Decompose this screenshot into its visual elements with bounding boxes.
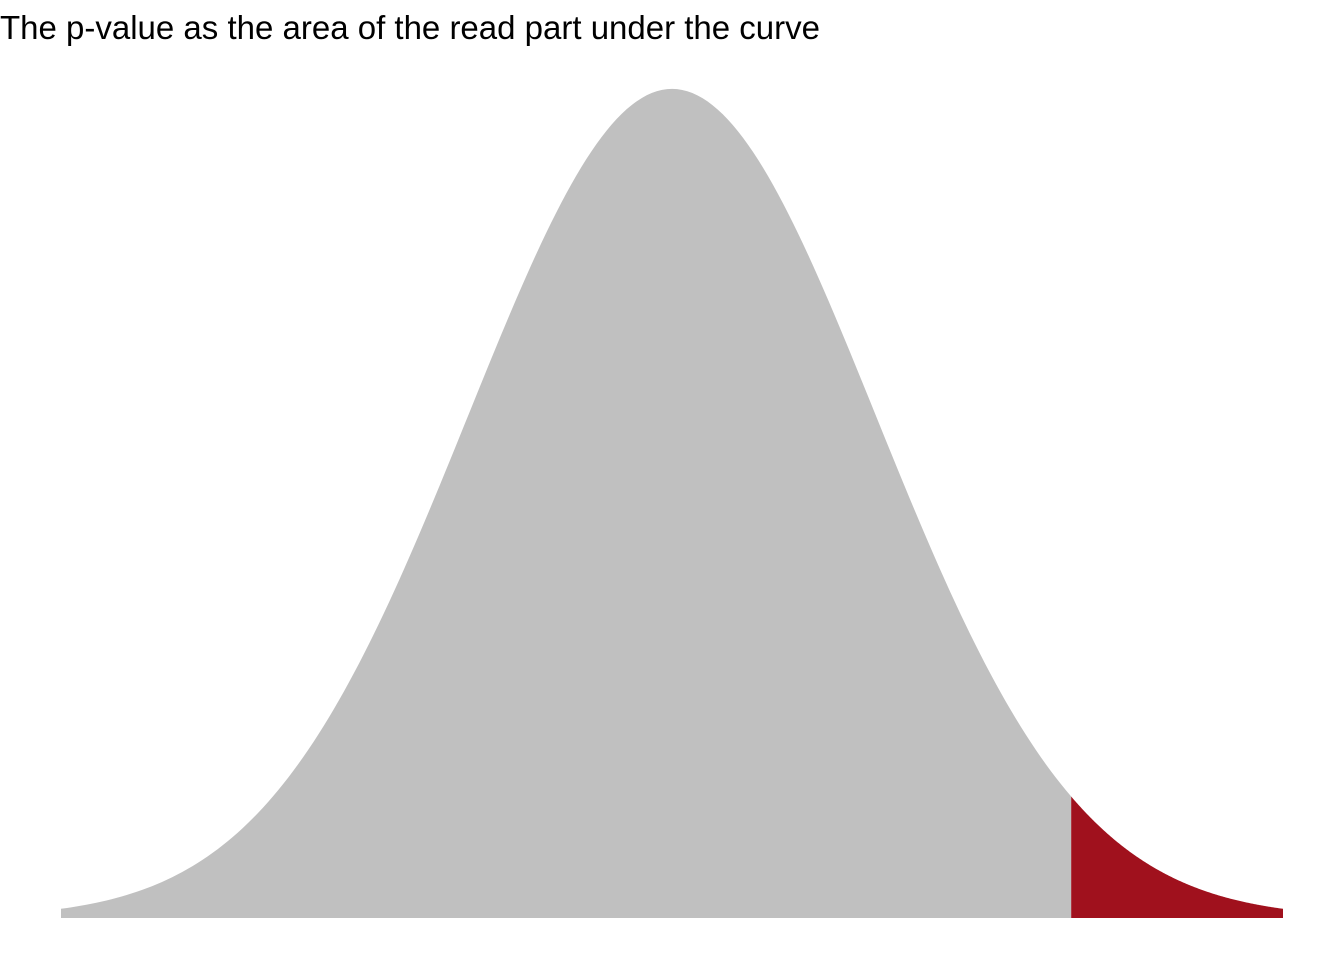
density-area-tail-pvalue — [1071, 796, 1283, 918]
density-area-main — [61, 88, 1072, 918]
chart-title: The p-value as the area of the read part… — [0, 9, 821, 46]
